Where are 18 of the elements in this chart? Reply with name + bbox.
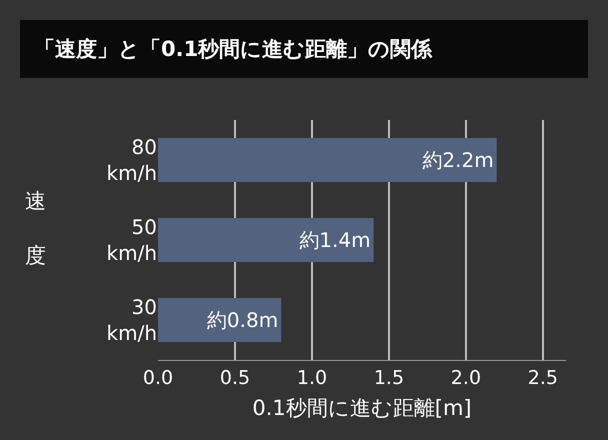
x-tick-label: 0.0 [142, 366, 174, 389]
data-label: 約0.8m [206, 308, 278, 332]
x-tick-label: 2.0 [450, 366, 482, 389]
x-tick-label: 1.0 [296, 366, 328, 389]
bar [158, 218, 374, 262]
bar [158, 298, 282, 342]
x-axis-title: 0.1秒間に進む距離[m] [252, 396, 472, 420]
x-tick-label: 0.5 [220, 366, 250, 389]
text: 速度 [25, 189, 46, 268]
data-label: 約1.4m [299, 228, 371, 252]
y-tick-label: 80 km/h [106, 135, 157, 185]
x-tick-label: 2.5 [528, 366, 558, 389]
chart-title: 「速度」と「0.1秒間に進む距離」の関係 [20, 20, 588, 78]
bar [158, 138, 497, 182]
x-tick-label: 1.5 [374, 366, 404, 389]
y-tick-label: 50 km/h [106, 215, 157, 265]
y-tick-label: 30 km/h [106, 295, 157, 345]
data-label: 約2.2m [422, 148, 494, 172]
